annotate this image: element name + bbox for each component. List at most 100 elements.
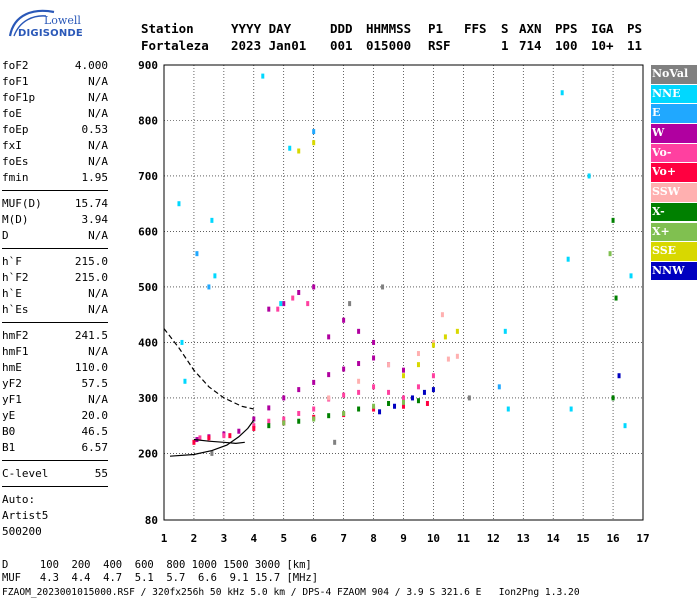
parameter-panel: foF2 4.000 foF1 N/A foF1p N/A foE N/A foEp 0.53 fx… bbox=[2, 58, 108, 540]
echo-point bbox=[372, 384, 376, 390]
echo-point bbox=[387, 362, 391, 368]
echo-point bbox=[425, 400, 429, 406]
echo-point bbox=[443, 334, 447, 340]
header-ps-label: PS bbox=[627, 21, 643, 36]
echo-point bbox=[342, 366, 346, 372]
echo-point bbox=[267, 306, 271, 312]
header-date-value: 2023 Jan01 bbox=[231, 38, 307, 53]
echo-point bbox=[381, 284, 385, 290]
x-tick-label: 9 bbox=[400, 532, 407, 545]
y-tick-label: 200 bbox=[138, 447, 158, 460]
echo-point bbox=[611, 217, 615, 223]
echo-points bbox=[177, 73, 633, 456]
echo-point bbox=[416, 398, 420, 404]
x-tick-label: 8 bbox=[370, 532, 377, 545]
echo-point bbox=[402, 399, 405, 405]
echo-point bbox=[402, 403, 405, 409]
echo-point bbox=[306, 301, 310, 307]
echo-point bbox=[393, 403, 397, 409]
x-tick-label: 16 bbox=[606, 532, 620, 545]
x-tick-label: 12 bbox=[487, 532, 500, 545]
echo-point bbox=[446, 356, 450, 362]
param-value: 20.0 bbox=[81, 409, 109, 422]
y-tick-label: 800 bbox=[138, 114, 158, 127]
echo-point bbox=[288, 145, 292, 151]
echo-point bbox=[207, 284, 211, 290]
echo-point bbox=[327, 372, 331, 378]
param-name: yF1 bbox=[2, 393, 22, 406]
echo-point bbox=[357, 361, 361, 367]
header-ffs-label: FFS bbox=[464, 21, 487, 36]
param-value: N/A bbox=[88, 75, 108, 88]
param-row: B0 46.5 bbox=[2, 424, 108, 440]
echo-point bbox=[342, 317, 346, 323]
param-row: h`F2 215.0 bbox=[2, 270, 108, 286]
param-row: foEs N/A bbox=[2, 154, 108, 170]
header-s-value: 1 bbox=[501, 38, 509, 53]
y-tick-label: 500 bbox=[138, 281, 158, 294]
y-tick-label: 300 bbox=[138, 392, 158, 405]
x-tick-label: 4 bbox=[251, 532, 258, 545]
footer-muf-row: MUF 4.3 4.4 4.7 5.1 5.7 6.6 9.1 15.7 [MH… bbox=[2, 572, 319, 584]
echo-point bbox=[506, 406, 510, 412]
echo-point bbox=[629, 273, 633, 279]
param-row: C-level 55 bbox=[2, 466, 108, 482]
echo-point bbox=[569, 406, 573, 412]
echo-point bbox=[617, 373, 621, 379]
param-value: 1.95 bbox=[81, 171, 109, 184]
y-tick-label: 600 bbox=[138, 225, 158, 238]
param-divider bbox=[2, 486, 108, 487]
echo-point bbox=[357, 406, 361, 412]
param-name: fxI bbox=[2, 139, 22, 152]
param-row: MUF(D) 15.74 bbox=[2, 196, 108, 212]
param-row: foE N/A bbox=[2, 106, 108, 122]
param-name: C-level bbox=[2, 467, 49, 480]
echo-point bbox=[372, 406, 376, 412]
y-tick-label: 900 bbox=[138, 59, 158, 72]
param-value: N/A bbox=[88, 303, 108, 316]
param-name: foEs bbox=[2, 155, 29, 168]
param-value: N/A bbox=[88, 139, 108, 152]
echo-point bbox=[378, 409, 382, 415]
legend-item: NNE bbox=[651, 84, 697, 104]
echo-point bbox=[431, 387, 435, 393]
echo-point bbox=[213, 273, 217, 279]
echo-point bbox=[623, 423, 627, 429]
param-divider bbox=[2, 248, 108, 249]
echo-point bbox=[210, 217, 214, 223]
param-value: 46.5 bbox=[81, 425, 109, 438]
legend-item: Vo+ bbox=[651, 163, 697, 182]
echo-point bbox=[342, 410, 346, 416]
param-row: B1 6.57 bbox=[2, 440, 108, 456]
header-pps-value: 100 bbox=[555, 38, 578, 53]
echo-point bbox=[467, 395, 471, 401]
echo-point bbox=[312, 416, 316, 422]
echo-point bbox=[402, 395, 405, 401]
echo-point bbox=[357, 378, 361, 384]
logo-text-lowell: Lowell bbox=[44, 14, 81, 27]
param-row: foEp 0.53 bbox=[2, 122, 108, 138]
echo-point bbox=[455, 353, 459, 359]
echo-point bbox=[267, 423, 271, 429]
echo-point bbox=[297, 148, 301, 154]
autoscaling-note: Auto: bbox=[2, 493, 36, 506]
echo-point bbox=[422, 389, 426, 395]
logo-swoosh-icon bbox=[8, 9, 55, 37]
param-value: N/A bbox=[88, 229, 108, 242]
legend-item: NNW bbox=[651, 261, 697, 281]
echo-point bbox=[252, 425, 256, 431]
header-iga-label: IGA bbox=[591, 21, 614, 36]
param-row: hmF1 N/A bbox=[2, 344, 108, 360]
echo-point bbox=[282, 420, 286, 426]
param-value: N/A bbox=[88, 91, 108, 104]
echo-point bbox=[608, 251, 612, 257]
echo-point bbox=[279, 301, 283, 307]
echo-point bbox=[587, 173, 591, 179]
y-tick-label: 80 bbox=[145, 514, 158, 527]
param-row: fxI N/A bbox=[2, 138, 108, 154]
echo-point bbox=[192, 439, 196, 445]
legend-item: W bbox=[651, 124, 697, 143]
param-name: M(D) bbox=[2, 213, 29, 226]
echo-point bbox=[327, 334, 331, 340]
param-value: 3.94 bbox=[81, 213, 109, 226]
